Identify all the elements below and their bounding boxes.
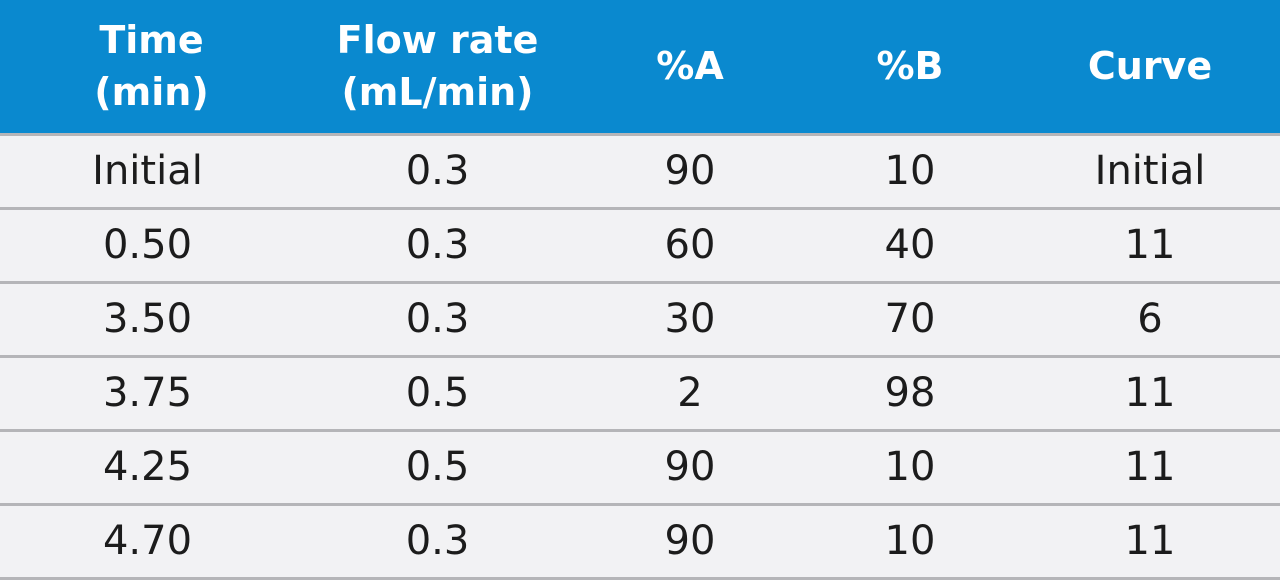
cell-percent-b: 10	[800, 430, 1020, 506]
header-percent-b: %B	[800, 0, 1020, 134]
cell-time: 0.50	[0, 208, 295, 284]
cell-time: 3.75	[0, 356, 295, 432]
table-row: 3.50 0.3 30 70 6	[0, 282, 1280, 358]
header-curve: Curve	[1020, 0, 1280, 134]
cell-flow-rate: 0.3	[295, 282, 580, 358]
header-time-label: Time	[99, 18, 204, 63]
cell-curve: Initial	[1020, 132, 1280, 210]
cell-flow-rate: 0.3	[295, 132, 580, 210]
header-time: Time (min)	[0, 0, 295, 134]
header-flow-rate: Flow rate (mL/min)	[295, 0, 580, 134]
header-flow-unit: (mL/min)	[341, 70, 534, 115]
cell-percent-a: 90	[580, 132, 800, 210]
cell-percent-a: 60	[580, 208, 800, 284]
cell-flow-rate: 0.3	[295, 208, 580, 284]
cell-flow-rate: 0.5	[295, 430, 580, 506]
cell-percent-a: 30	[580, 282, 800, 358]
cell-curve: 11	[1020, 356, 1280, 432]
cell-curve: 6	[1020, 282, 1280, 358]
cell-curve: 11	[1020, 430, 1280, 506]
header-flow-label: Flow rate	[336, 18, 539, 63]
cell-percent-a: 90	[580, 504, 800, 580]
cell-percent-b: 70	[800, 282, 1020, 358]
cell-percent-b: 40	[800, 208, 1020, 284]
header-row: Time (min) Flow rate (mL/min) %A %B Curv…	[0, 0, 1280, 134]
cell-time: 4.70	[0, 504, 295, 580]
cell-flow-rate: 0.3	[295, 504, 580, 580]
table-row: 4.25 0.5 90 10 11	[0, 430, 1280, 506]
table-row: 4.70 0.3 90 10 11	[0, 504, 1280, 580]
cell-time: 3.50	[0, 282, 295, 358]
table-row: 0.50 0.3 60 40 11	[0, 208, 1280, 284]
header-time-unit: (min)	[94, 70, 209, 115]
cell-percent-a: 90	[580, 430, 800, 506]
cell-flow-rate: 0.5	[295, 356, 580, 432]
cell-percent-b: 98	[800, 356, 1020, 432]
table-body: Initial 0.3 90 10 Initial 0.50 0.3 60 40…	[0, 132, 1280, 580]
cell-percent-b: 10	[800, 504, 1020, 580]
cell-curve: 11	[1020, 208, 1280, 284]
cell-time: Initial	[0, 132, 295, 210]
table-row: 3.75 0.5 2 98 11	[0, 356, 1280, 432]
table-row: Initial 0.3 90 10 Initial	[0, 132, 1280, 210]
header-percent-a: %A	[580, 0, 800, 134]
table-header: Time (min) Flow rate (mL/min) %A %B Curv…	[0, 0, 1280, 134]
cell-time: 4.25	[0, 430, 295, 506]
cell-percent-a: 2	[580, 356, 800, 432]
cell-curve: 11	[1020, 504, 1280, 580]
cell-percent-b: 10	[800, 132, 1020, 210]
